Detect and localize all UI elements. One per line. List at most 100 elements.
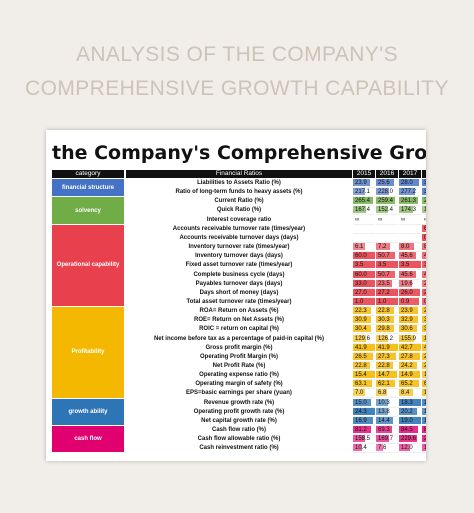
value-cell: 11.7	[422, 371, 426, 381]
table-row: Fixed asset turnover rate (times/year) 3.…	[46, 261, 426, 271]
value-text: 81.2	[355, 427, 367, 434]
value-text: 126.2	[378, 335, 394, 342]
value-cell: 23.9	[422, 307, 426, 317]
value-cell: 257.4	[422, 197, 426, 207]
value-text: 152.4	[378, 207, 394, 214]
data-bar	[376, 288, 398, 296]
data-bar	[422, 325, 426, 333]
data-bar	[399, 297, 419, 305]
value-cell: 8.3	[422, 243, 426, 253]
value-text: 8.0	[401, 244, 410, 251]
table-row: Complete business cycle (days) 60.0 50.7 45…	[46, 270, 426, 280]
value-cell: 6937.0	[422, 224, 426, 234]
value-text: 34.8	[422, 317, 426, 323]
ratio-label: ROIC = return on capital (%)	[199, 326, 279, 333]
data-bar	[422, 444, 426, 452]
value-text: 14.9	[401, 372, 413, 379]
data-bar	[422, 316, 426, 324]
table-row: ROIC = return on capital (%) 30.4 29.8 30.6…	[46, 325, 426, 335]
header-financial-ratios: Financial Ratios	[126, 170, 352, 178]
data-bar	[353, 279, 375, 287]
data-bar	[353, 371, 375, 379]
value-cell: 3.5	[399, 261, 421, 271]
data-bar	[422, 297, 426, 305]
value-cell: 33.8	[422, 325, 426, 335]
value-cell: 45.6	[399, 252, 421, 262]
value-cell: 23.4	[422, 288, 426, 298]
value-cell: 15.0	[353, 398, 375, 408]
value-text: 259.4	[378, 198, 394, 205]
value-cell: 23.9	[353, 179, 375, 188]
value-text: 151.2	[422, 207, 426, 213]
table-row: Net capital growth rate (%) 16.9 14.4 19.0 1…	[46, 416, 426, 426]
value-text: 69.3	[378, 427, 390, 434]
table-row: Gross profit margin (%)41.941.942.740.04…	[46, 343, 426, 353]
value-text: 30.9	[355, 317, 367, 324]
value-cell: 22.8	[376, 362, 398, 371]
value-cell: 50.7	[376, 252, 398, 262]
data-bar	[353, 426, 372, 434]
value-text: 16.8	[422, 418, 426, 424]
value-cell: 60.0	[353, 252, 375, 262]
value-cell: 29.8	[376, 325, 398, 335]
data-bar	[353, 307, 371, 315]
value-text: 8.3	[422, 244, 426, 250]
header-year-2018: 2018	[422, 170, 426, 178]
value-cell: 228.0	[376, 188, 398, 198]
data-bar	[353, 243, 365, 251]
value-text: 41.9	[378, 344, 390, 351]
data-bar	[422, 279, 426, 287]
value-cell: 50.7	[376, 270, 398, 280]
data-bar	[422, 334, 426, 342]
data-bar	[399, 188, 415, 196]
data-bar	[422, 416, 426, 424]
data-bar	[422, 224, 426, 232]
value-cell: 277.2	[399, 188, 421, 198]
value-text: ∞	[422, 217, 426, 223]
data-bar	[376, 197, 396, 205]
category-solvency: solvency	[52, 197, 124, 224]
value-cell: 23.5	[376, 279, 398, 289]
value-text: 13.3	[422, 445, 426, 451]
data-bar	[353, 288, 375, 296]
value-text: 6.8	[378, 390, 387, 397]
value-text: 50.7	[378, 253, 390, 260]
value-text: 62.1	[378, 381, 390, 388]
value-cell: 30.4	[353, 325, 375, 335]
table-row: Operating profit growth rate (%) 24.3 13.8…	[46, 407, 426, 417]
data-bar	[399, 371, 421, 379]
ratio-label: Days short of money (days)	[199, 289, 279, 296]
table-row: Net income before tax as a percentage of…	[46, 334, 426, 344]
ratio-label: Operating Profit Margin (%)	[200, 353, 278, 360]
value-text: 228.0	[378, 189, 394, 196]
value-cell: 63.1	[353, 380, 375, 390]
value-text: 158.5	[355, 436, 371, 443]
value-cell: 10.3	[376, 398, 398, 408]
value-cell: 27.2	[376, 288, 398, 298]
data-bar	[399, 206, 413, 214]
value-text: 18.3	[401, 399, 413, 406]
value-cell: 7.2	[376, 243, 398, 253]
value-text: 63.1	[355, 381, 367, 388]
data-bar	[399, 398, 421, 406]
value-text: 31.1	[422, 180, 426, 186]
table-row: Inventory turnover days (days) 60.0 50.7 45…	[46, 252, 426, 262]
value-cell: 32.9	[399, 316, 421, 326]
data-bar	[376, 371, 397, 379]
hero-title-line2: COMPREHENSIVE GROWTH CAPABILITY	[25, 77, 449, 100]
ratio-label: Cash reinvestment ratio (%)	[199, 445, 279, 452]
value-text: 350.1	[422, 189, 426, 195]
data-bar	[422, 188, 426, 196]
value-cell: 40.0	[422, 343, 426, 353]
ratio-label: Fixed asset turnover rate (times/year)	[185, 262, 293, 269]
data-bar	[376, 261, 398, 269]
value-text: 21.5	[422, 281, 426, 287]
value-text: 26.5	[355, 353, 367, 360]
value-cell: ∞	[399, 216, 421, 225]
value-cell: 7.0	[353, 389, 375, 399]
value-cell: 13.8	[376, 407, 398, 417]
value-cell: 16.1	[422, 398, 426, 408]
value-cell: 28.3	[422, 352, 426, 362]
value-text: 27.8	[401, 353, 413, 360]
category-profitability: Profitability	[52, 307, 124, 398]
